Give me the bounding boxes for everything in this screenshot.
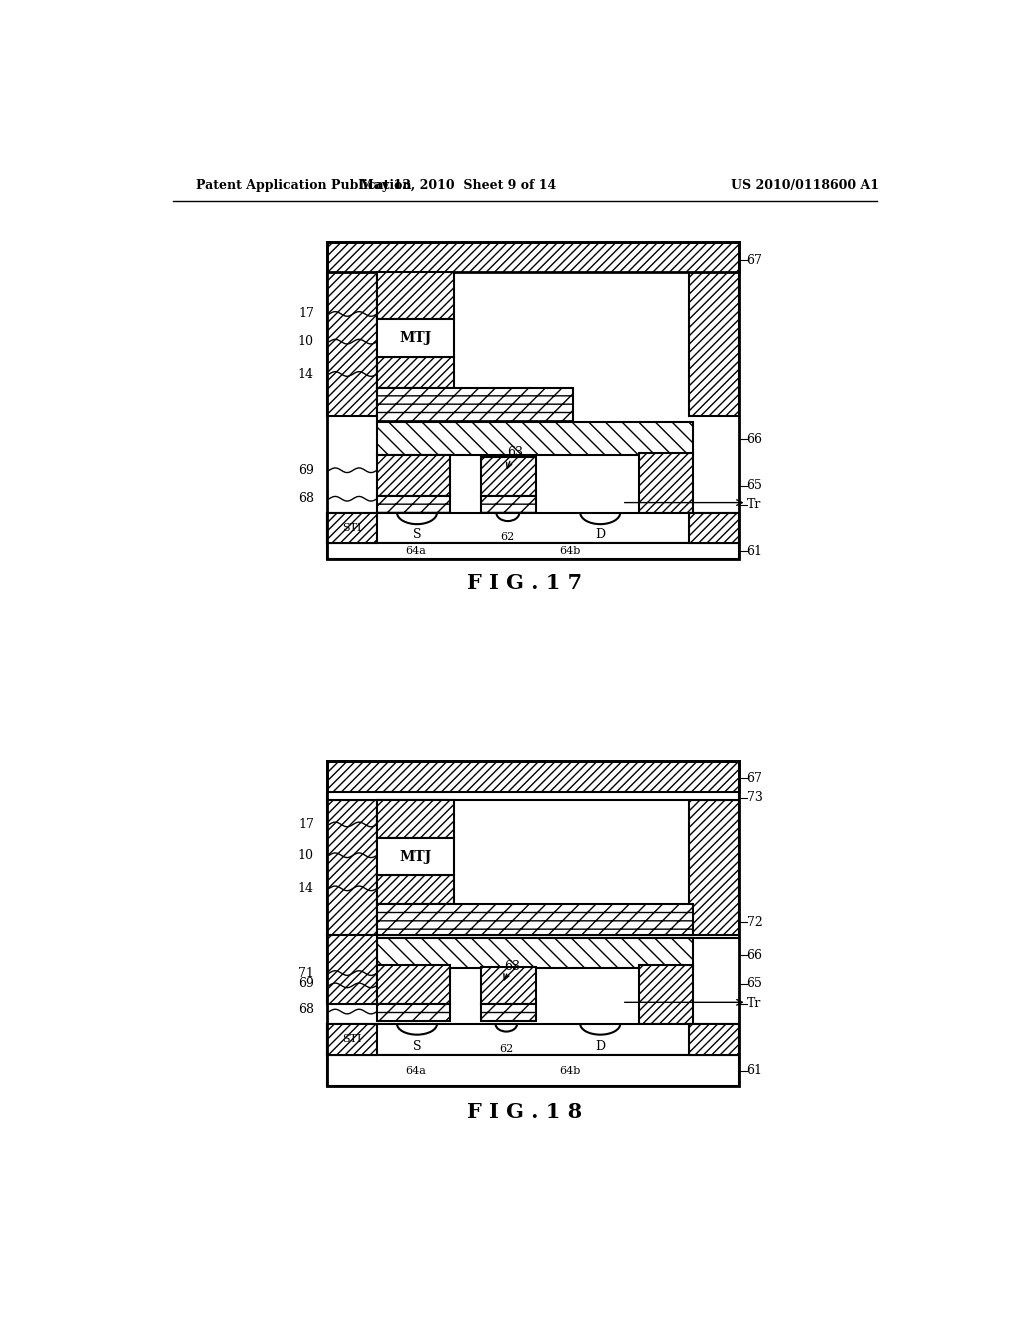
Bar [327,242,739,558]
Bar [327,272,377,416]
Text: Patent Application Publication: Patent Application Publication [196,178,412,191]
Bar [377,937,692,969]
Text: 68: 68 [298,1003,313,1016]
Bar [327,242,739,272]
Text: 14: 14 [298,367,313,380]
Bar [377,496,451,512]
Text: 66: 66 [746,949,763,962]
Bar [481,966,537,1003]
Bar [689,800,739,935]
Text: 68: 68 [298,492,313,506]
Text: S: S [413,1040,421,1053]
Bar [689,272,739,416]
Bar [377,1005,451,1020]
Bar [481,496,537,512]
Text: 64a: 64a [406,1065,426,1076]
Bar [639,453,692,512]
Bar [689,1024,739,1055]
Bar [327,762,739,792]
Text: 72: 72 [746,916,762,929]
Text: D: D [595,1040,605,1053]
Text: D: D [595,528,605,541]
Text: 10: 10 [298,849,313,862]
Bar [481,457,537,496]
Text: 67: 67 [746,253,763,267]
Bar [377,875,454,904]
Text: 61: 61 [746,1064,763,1077]
Text: Tr: Tr [746,998,761,1010]
Text: 67: 67 [746,772,763,785]
Text: 69: 69 [298,463,313,477]
Bar [377,272,454,318]
Text: 73: 73 [746,791,763,804]
Text: 71: 71 [298,966,313,979]
Bar [377,422,692,455]
Bar [639,965,692,1024]
Text: 64b: 64b [559,1065,581,1076]
Text: 64a: 64a [406,546,426,556]
Text: US 2010/0118600 A1: US 2010/0118600 A1 [731,178,880,191]
Text: 65: 65 [746,977,763,990]
Bar [327,792,739,800]
Text: 66: 66 [746,433,763,446]
Bar [377,422,692,455]
Bar [327,512,739,544]
Text: 64b: 64b [559,546,581,556]
Text: 62: 62 [499,1044,513,1055]
Text: F I G . 1 7: F I G . 1 7 [467,573,583,594]
Text: 61: 61 [746,545,763,557]
Bar [377,800,454,838]
Bar [327,762,739,1086]
Bar [327,1056,739,1086]
Bar [327,1024,739,1055]
Text: 62: 62 [501,532,515,543]
Bar [689,512,739,544]
Bar [327,512,377,544]
Bar [377,904,692,935]
Bar [377,388,573,422]
Bar [377,318,454,358]
Bar [327,544,739,558]
Bar [377,358,454,388]
Text: F I G . 1 8: F I G . 1 8 [467,1102,583,1122]
Text: S: S [413,528,421,541]
Text: 10: 10 [298,335,313,348]
Bar [327,800,377,935]
Text: 17: 17 [298,818,313,832]
Text: STI: STI [342,1035,361,1044]
Bar [481,1005,537,1020]
Bar [327,1024,377,1055]
Text: MTJ: MTJ [399,850,431,863]
Text: STI: STI [342,523,361,533]
Text: MTJ: MTJ [399,331,431,345]
Bar [377,937,692,969]
Text: 17: 17 [298,308,313,321]
Bar [377,965,451,1003]
Text: 63: 63 [504,961,520,973]
Text: 14: 14 [298,882,313,895]
Bar [327,935,377,1003]
Text: 65: 65 [746,479,763,492]
Text: Tr: Tr [746,499,761,511]
Bar [377,838,454,875]
Text: 69: 69 [298,977,313,990]
Text: May 13, 2010  Sheet 9 of 14: May 13, 2010 Sheet 9 of 14 [359,178,556,191]
Bar [377,455,451,496]
Text: 63: 63 [508,446,523,459]
